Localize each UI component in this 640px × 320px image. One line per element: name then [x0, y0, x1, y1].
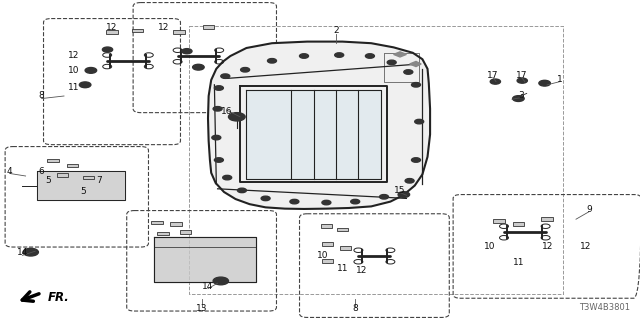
Text: 10: 10: [484, 242, 495, 251]
Text: 8: 8: [353, 304, 358, 313]
Circle shape: [387, 60, 396, 65]
Circle shape: [261, 196, 270, 201]
Circle shape: [539, 80, 550, 86]
Circle shape: [335, 53, 344, 57]
Circle shape: [412, 158, 420, 162]
Circle shape: [213, 107, 222, 111]
Circle shape: [214, 158, 223, 162]
Circle shape: [415, 119, 424, 124]
Bar: [180, 230, 191, 234]
Text: 12: 12: [356, 266, 367, 275]
Circle shape: [322, 200, 331, 205]
Polygon shape: [394, 52, 406, 57]
Bar: [132, 29, 143, 32]
Text: 12: 12: [68, 52, 79, 60]
Text: 4: 4: [7, 167, 12, 176]
Bar: [151, 221, 163, 224]
Bar: [493, 219, 505, 222]
Text: 10: 10: [68, 66, 79, 75]
Bar: [340, 246, 351, 250]
Circle shape: [380, 195, 388, 199]
Bar: [157, 232, 169, 235]
Circle shape: [517, 78, 527, 83]
Bar: [322, 259, 333, 262]
Text: 10: 10: [317, 252, 329, 260]
Text: 1: 1: [557, 76, 563, 84]
Text: 2: 2: [333, 26, 339, 35]
Circle shape: [102, 47, 113, 52]
Bar: [47, 159, 59, 162]
Circle shape: [268, 59, 276, 63]
Polygon shape: [208, 42, 430, 209]
Text: 12: 12: [106, 23, 118, 32]
Circle shape: [290, 199, 299, 204]
Bar: [57, 173, 68, 177]
Text: 12: 12: [541, 242, 553, 251]
Circle shape: [228, 113, 245, 121]
Circle shape: [404, 70, 413, 74]
Bar: [321, 224, 332, 228]
Circle shape: [237, 188, 246, 193]
Text: 17: 17: [516, 71, 527, 80]
Circle shape: [182, 49, 192, 54]
Bar: [170, 222, 182, 226]
Circle shape: [398, 192, 410, 197]
Circle shape: [79, 82, 91, 88]
Polygon shape: [246, 90, 381, 179]
Polygon shape: [410, 61, 421, 67]
Text: 5: 5: [45, 176, 51, 185]
Bar: [513, 222, 524, 226]
Text: FR.: FR.: [48, 291, 70, 304]
Text: 6: 6: [39, 167, 44, 176]
Text: 7: 7: [97, 176, 102, 185]
Circle shape: [193, 64, 204, 70]
Bar: [83, 176, 94, 179]
Text: 11: 11: [513, 258, 524, 267]
Text: 16: 16: [221, 108, 233, 116]
Polygon shape: [37, 171, 125, 200]
Text: 8: 8: [39, 92, 44, 100]
Bar: [322, 242, 333, 245]
Circle shape: [241, 68, 250, 72]
Text: 17: 17: [487, 71, 499, 80]
Bar: [106, 30, 118, 34]
Circle shape: [412, 83, 420, 87]
Bar: [337, 228, 348, 231]
Text: 5: 5: [81, 188, 86, 196]
Text: 12: 12: [580, 242, 591, 251]
Text: 14: 14: [17, 248, 28, 257]
Bar: [203, 26, 214, 29]
Text: 11: 11: [337, 264, 348, 273]
Bar: [173, 30, 185, 34]
Circle shape: [85, 68, 97, 73]
Text: T3W4B3801: T3W4B3801: [579, 303, 630, 312]
Text: 11: 11: [68, 84, 79, 92]
Text: 15: 15: [394, 186, 406, 195]
Circle shape: [223, 175, 232, 180]
Text: 12: 12: [157, 23, 169, 32]
Text: 9: 9: [586, 205, 591, 214]
Polygon shape: [154, 237, 256, 282]
Circle shape: [405, 179, 414, 183]
Text: 3: 3: [519, 92, 524, 100]
Bar: [541, 218, 553, 221]
Circle shape: [351, 199, 360, 204]
Text: 14: 14: [202, 282, 214, 291]
Circle shape: [300, 54, 308, 58]
Bar: [67, 164, 78, 167]
Circle shape: [214, 86, 223, 90]
Circle shape: [490, 79, 500, 84]
Circle shape: [23, 248, 38, 256]
Circle shape: [213, 277, 228, 285]
Circle shape: [513, 96, 524, 101]
Circle shape: [212, 135, 221, 140]
Circle shape: [365, 54, 374, 58]
Text: 13: 13: [196, 304, 207, 313]
Circle shape: [221, 74, 230, 78]
